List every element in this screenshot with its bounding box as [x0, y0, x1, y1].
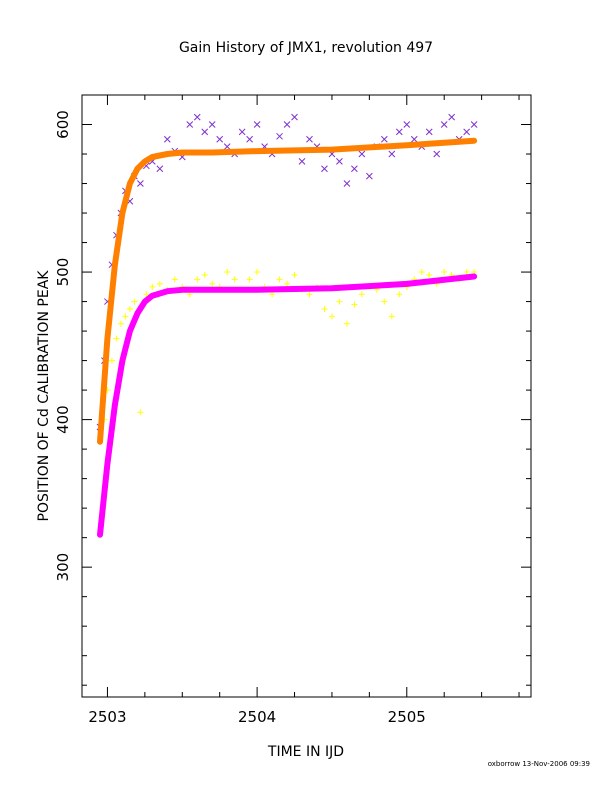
data-point: [246, 135, 253, 143]
data-point: [343, 320, 350, 327]
y-tick-label: 500: [54, 258, 72, 287]
data-point: [224, 269, 231, 276]
data-point: [238, 128, 246, 136]
data-point: [448, 113, 456, 121]
data-point: [186, 121, 194, 128]
data-point: [283, 121, 291, 128]
data-point: [321, 165, 328, 173]
y-tick-label: 600: [54, 110, 72, 139]
data-point: [388, 150, 396, 158]
y-tick-label: 400: [54, 405, 72, 434]
data-point: [143, 291, 150, 298]
data-point: [306, 135, 313, 143]
data-point: [246, 276, 253, 283]
data-point: [366, 172, 373, 180]
data-point: [336, 298, 343, 305]
data-point: [276, 276, 283, 283]
data-point: [122, 313, 129, 320]
data-point: [131, 298, 138, 305]
fit-line: [97, 137, 478, 445]
data-point: [395, 128, 403, 136]
data-point: [403, 121, 411, 128]
data-point: [137, 409, 144, 416]
ticks-layer: 2503 2504 2505 300 400 500 600: [54, 94, 531, 726]
data-point: [254, 269, 261, 276]
data-point: [201, 128, 209, 136]
data-point: [209, 280, 216, 287]
data-point: [201, 272, 208, 279]
data-point: [216, 135, 224, 143]
data-point: [171, 276, 178, 283]
data-point: [463, 269, 470, 276]
data-point: [126, 305, 133, 312]
data-point: [284, 280, 291, 287]
data-point: [306, 291, 313, 298]
data-point: [137, 180, 144, 187]
data-point: [426, 272, 433, 279]
data-point: [433, 150, 441, 158]
x-tick-label: 2505: [388, 708, 426, 726]
data-point: [117, 320, 124, 327]
data-point: [156, 280, 163, 287]
x-axis-title: TIME IN IJD: [267, 744, 344, 760]
data-point: [223, 143, 231, 150]
data-point: [425, 128, 433, 136]
data-point: [410, 135, 418, 143]
data-point: [351, 301, 358, 308]
data-point: [396, 291, 403, 298]
series-2: [97, 137, 478, 445]
plot-frame: [81, 94, 532, 698]
data-point: [156, 165, 164, 173]
data-point: [358, 291, 365, 298]
data-point: [351, 165, 358, 173]
x-tick-label: 2504: [238, 708, 276, 726]
data-point: [291, 272, 298, 279]
data-point: [440, 121, 448, 128]
data-point: [108, 357, 115, 364]
data-point: [358, 150, 366, 158]
footer-text: oxborrow 13-Nov-2006 09:39: [488, 760, 590, 768]
data-point: [193, 113, 201, 121]
data-point: [113, 335, 120, 342]
data-point: [441, 269, 448, 276]
data-point: [418, 269, 425, 276]
data-point: [208, 121, 216, 128]
chart-title: Gain History of JMX1, revolution 497: [179, 40, 433, 56]
data-point: [253, 121, 261, 128]
data-point: [321, 305, 328, 312]
data-point: [388, 313, 395, 320]
marks-layer: [96, 113, 478, 538]
data-point: [231, 276, 238, 283]
data-point: [194, 276, 201, 283]
data-point: [380, 135, 388, 143]
data-point: [328, 313, 335, 320]
data-point: [149, 283, 156, 290]
data-point: [343, 180, 351, 187]
data-point: [336, 158, 343, 165]
series-3: [97, 273, 478, 538]
fit-line: [97, 273, 478, 538]
data-point: [276, 132, 283, 140]
y-axis-title: POSITION OF Cd CALIBRATION PEAK: [36, 270, 52, 522]
data-point: [163, 135, 171, 143]
data-point: [463, 128, 470, 136]
data-point: [291, 113, 298, 121]
y-tick-label: 300: [54, 553, 72, 582]
data-point: [298, 158, 306, 165]
data-point: [470, 121, 478, 128]
x-tick-label: 2503: [88, 708, 126, 726]
data-point: [381, 298, 388, 305]
